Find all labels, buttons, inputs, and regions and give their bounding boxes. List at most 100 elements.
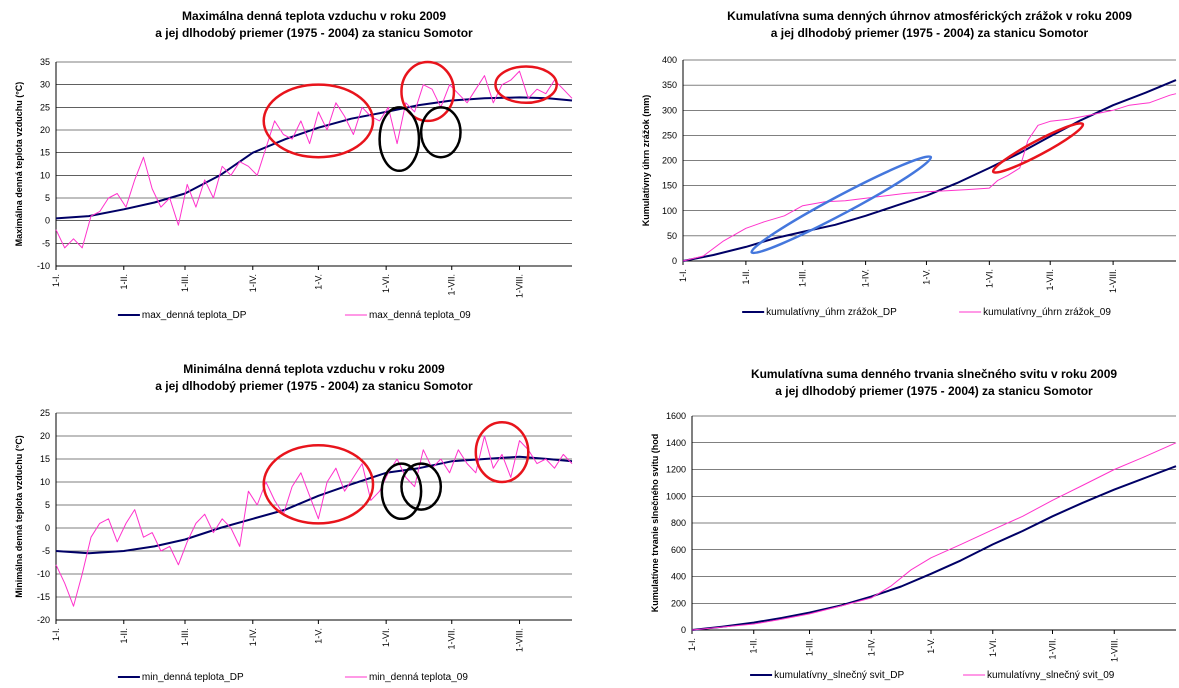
y-tick-label: 15	[40, 454, 50, 464]
x-tick-label: 1-VIII.	[515, 274, 525, 298]
y-axis-label: Minimálna denná teplota vzduchu (°C)	[14, 435, 24, 598]
y-axis-label: Kumulatívne trvanie slnečného svitu (hod	[650, 434, 660, 613]
series-line-dp	[682, 79, 1177, 262]
chart-subtitle: a jej dlhodobý priemer (1975 - 2004) za …	[771, 26, 1089, 40]
y-tick-label: 0	[45, 216, 50, 226]
x-tick-label: 1-II.	[749, 638, 759, 654]
legend-label-dp: kumulatívny_úhrn zrážok_DP	[766, 307, 897, 318]
chart-subtitle: a jej dlhodobý priemer (1975 - 2004) za …	[775, 384, 1093, 398]
x-tick-label: 1-IV.	[866, 638, 876, 656]
y-tick-label: 1200	[666, 465, 686, 475]
series-line-dp	[55, 455, 573, 555]
y-tick-label: 20	[40, 125, 50, 135]
y-tick-label: 30	[40, 80, 50, 90]
y-tick-label: 0	[45, 523, 50, 533]
x-tick-label: 1-VII.	[447, 628, 457, 650]
x-tick-label: 1-II.	[119, 274, 129, 290]
x-tick-label: 1-IV.	[861, 269, 871, 287]
annotation-ellipse-black	[419, 106, 462, 159]
chart-subtitle: a jej dlhodobý priemer (1975 - 2004) za …	[155, 26, 473, 40]
legend-label-y09: kumulatívny_slnečný svit_09	[987, 670, 1115, 681]
y-tick-label: 200	[662, 156, 677, 166]
y-tick-label: 1000	[666, 491, 686, 501]
legend-label-dp: kumulatívny_slnečný svit_DP	[774, 670, 904, 681]
x-tick-label: 1-V.	[921, 269, 931, 285]
y-tick-label: 100	[662, 206, 677, 216]
y-tick-label: -10	[37, 261, 50, 271]
chart-cumulative-sunshine: Kumulatívna suma denného trvania slnečné…	[650, 367, 1177, 681]
y-tick-label: 600	[671, 545, 686, 555]
y-tick-label: 150	[662, 181, 677, 191]
chart-title: Maximálna denná teplota vzduchu v roku 2…	[182, 9, 446, 23]
annotation-ellipse-red	[400, 60, 456, 123]
series-line-y09	[682, 93, 1177, 262]
y-tick-label: 25	[40, 408, 50, 418]
chart-max-temperature: Maximálna denná teplota vzduchu v roku 2…	[14, 9, 573, 321]
x-tick-label: 1-III.	[798, 269, 808, 287]
y-tick-label: 35	[40, 57, 50, 67]
y-tick-label: 5	[45, 500, 50, 510]
chart-min-temperature: Minimálna denná teplota vzduchu v roku 2…	[14, 362, 573, 683]
y-tick-label: -5	[42, 546, 50, 556]
y-tick-label: -5	[42, 238, 50, 248]
y-tick-label: 10	[40, 170, 50, 180]
y-tick-label: 5	[45, 193, 50, 203]
series-line-y09	[55, 435, 573, 607]
x-tick-label: 1-VIII.	[1109, 638, 1119, 662]
legend-label-dp: max_denná teplota_DP	[142, 310, 247, 321]
chart-subtitle: a jej dlhodobý priemer (1975 - 2004) za …	[155, 379, 473, 393]
x-tick-label: 1-VI.	[381, 628, 391, 647]
y-tick-label: 350	[662, 80, 677, 90]
x-tick-label: 1-V.	[313, 628, 323, 644]
x-tick-label: 1-VII.	[1045, 269, 1055, 291]
y-tick-label: 300	[662, 105, 677, 115]
x-tick-label: 1-II.	[119, 628, 129, 644]
legend-label-dp: min_denná teplota_DP	[142, 672, 244, 683]
x-tick-label: 1-II.	[741, 269, 751, 285]
y-tick-label: 0	[681, 625, 686, 635]
annotation-ellipse-red	[262, 83, 375, 159]
series-line-dp	[691, 465, 1177, 631]
x-tick-label: 1-IV.	[248, 274, 258, 292]
x-tick-label: 1-I.	[51, 628, 61, 641]
x-tick-label: 1-V.	[926, 638, 936, 654]
y-tick-label: 200	[671, 598, 686, 608]
chart-cumulative-precipitation: Kumulatívna suma denných úhrnov atmosfér…	[641, 9, 1177, 318]
y-tick-label: 0	[672, 256, 677, 266]
x-tick-label: 1-VI.	[984, 269, 994, 288]
x-tick-label: 1-III.	[805, 638, 815, 656]
y-tick-label: 400	[671, 572, 686, 582]
x-tick-label: 1-VI.	[381, 274, 391, 293]
x-tick-label: 1-VII.	[447, 274, 457, 296]
x-tick-label: 1-IV.	[248, 628, 258, 646]
y-tick-label: 20	[40, 431, 50, 441]
chart-title: Kumulatívna suma denných úhrnov atmosfér…	[727, 9, 1132, 23]
x-tick-label: 1-VIII.	[1108, 269, 1118, 293]
y-tick-label: 1400	[666, 438, 686, 448]
annotation-ellipse-black	[400, 462, 443, 511]
x-tick-label: 1-III.	[180, 274, 190, 292]
annotation-ellipse-red	[991, 122, 1085, 174]
y-tick-label: 50	[667, 231, 677, 241]
y-tick-label: -20	[37, 615, 50, 625]
legend-label-y09: min_denná teplota_09	[369, 672, 468, 683]
series-line-y09	[55, 70, 573, 249]
y-tick-label: 10	[40, 477, 50, 487]
y-axis-label: Kumulatívny úhrn zrážok (mm)	[641, 95, 651, 227]
x-tick-label: 1-I.	[687, 638, 697, 651]
legend-label-y09: max_denná teplota_09	[369, 310, 471, 321]
x-tick-label: 1-VI.	[988, 638, 998, 657]
chart-title: Kumulatívna suma denného trvania slnečné…	[751, 367, 1117, 381]
y-tick-label: -15	[37, 592, 50, 602]
y-tick-label: 400	[662, 55, 677, 65]
annotation-ellipse-red	[474, 420, 530, 484]
annotation-ellipse-black	[378, 106, 421, 173]
x-tick-label: 1-III.	[180, 628, 190, 646]
annotation-ellipse-red	[494, 65, 558, 105]
y-tick-label: 15	[40, 148, 50, 158]
series-line-y09	[691, 442, 1177, 631]
x-tick-label: 1-VIII.	[515, 628, 525, 652]
y-tick-label: 250	[662, 130, 677, 140]
y-tick-label: 25	[40, 102, 50, 112]
series-line-dp	[55, 96, 573, 220]
